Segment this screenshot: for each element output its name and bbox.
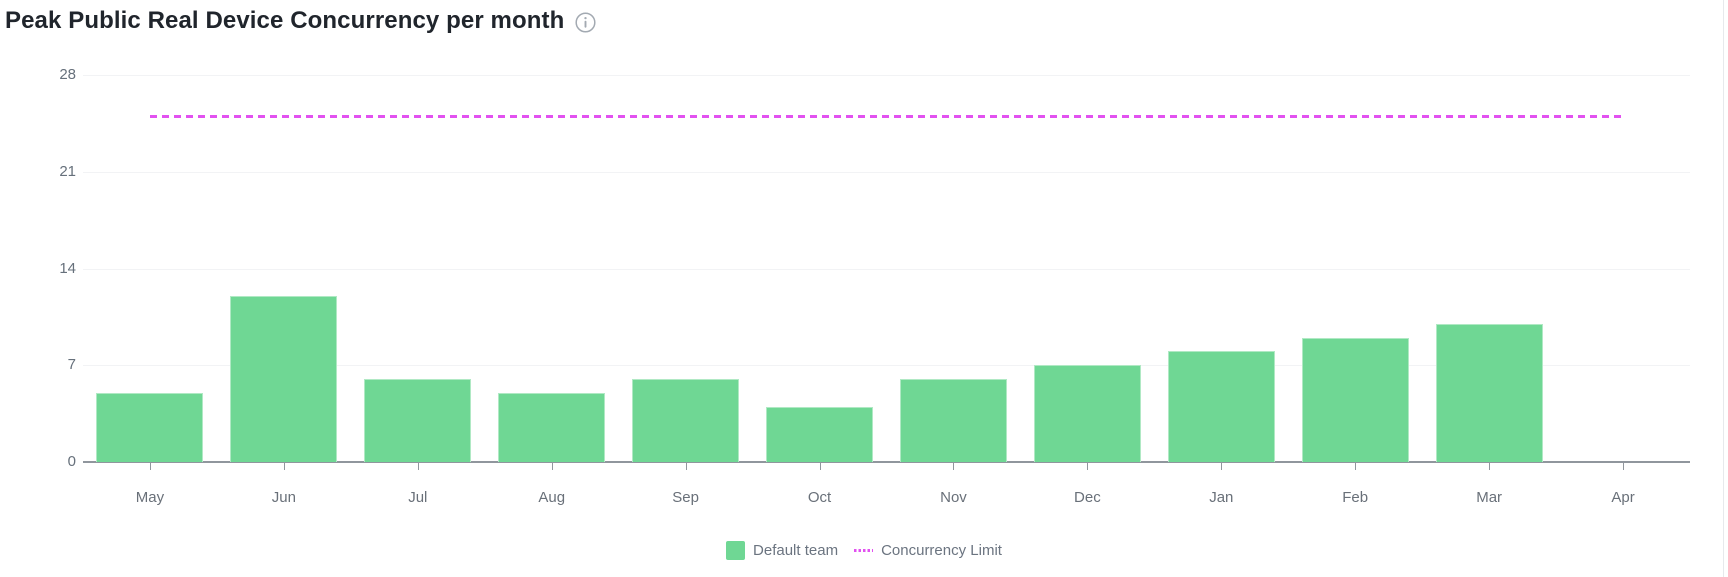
x-axis-label-may: May [135, 489, 165, 506]
x-axis-tick-oct [819, 463, 821, 470]
bar-dec[interactable] [1033, 365, 1141, 462]
y-axis-label-0: 0 [67, 453, 76, 470]
chart-legend: Default team Concurrency Limit [0, 541, 1728, 560]
default-team-swatch-icon [726, 541, 746, 560]
x-axis-tick-sep [685, 463, 687, 470]
x-axis-label-nov: Nov [940, 489, 967, 506]
bar-oct[interactable] [766, 406, 874, 462]
bar-aug[interactable] [498, 392, 606, 462]
y-axis-label-21: 21 [59, 162, 76, 180]
x-axis-label-jun: Jun [271, 489, 296, 506]
x-axis-tick-jun [283, 463, 285, 470]
x-axis-label-sep: Sep [672, 489, 699, 506]
bar-nov[interactable] [899, 379, 1007, 462]
x-axis-tick-jul [417, 463, 419, 470]
y-axis-label-28: 28 [59, 66, 76, 83]
page-title: Peak Public Real Device Concurrency per … [5, 7, 565, 34]
concurrency-limit-line [149, 114, 1624, 118]
gridline-y-28 [83, 75, 1690, 76]
x-axis-tick-nov [953, 463, 955, 470]
x-axis-label-dec: Dec [1074, 489, 1101, 506]
legend-item-default-team[interactable]: Default team [726, 541, 838, 560]
x-axis-tick-aug [551, 463, 553, 470]
x-axis-tick-mar [1489, 463, 1491, 470]
bar-may[interactable] [96, 392, 204, 462]
x-axis-label-aug: Aug [538, 489, 566, 506]
x-axis-tick-apr [1623, 463, 1625, 470]
x-axis-label-oct: Oct [807, 489, 832, 506]
y-axis-label-7: 7 [67, 356, 76, 374]
legend-label-default-team: Default team [753, 542, 839, 559]
bar-jul[interactable] [364, 379, 472, 462]
x-axis-label-jan: Jan [1209, 489, 1234, 506]
bar-jun[interactable] [230, 296, 338, 462]
x-axis-label-feb: Feb [1342, 489, 1369, 506]
gridline-y-14 [83, 268, 1690, 270]
info-icon[interactable] [575, 11, 596, 33]
legend-label-concurrency-limit: Concurrency Limit [881, 542, 1002, 559]
gridline-y-7 [83, 365, 1690, 367]
concurrency-bar-chart: May Jun Jul Aug Sep Oct Nov Dec Jan Feb Mar Apr 0 7 1… [59, 66, 1690, 506]
x-axis-tick-feb [1355, 463, 1357, 470]
bar-jan[interactable] [1167, 351, 1275, 462]
x-axis-label-apr: Apr [1611, 489, 1635, 506]
x-axis-tick-dec [1087, 463, 1089, 470]
bar-sep[interactable] [632, 379, 740, 462]
plot-area: May Jun Jul Aug Sep Oct Nov Dec Jan Feb Mar Apr [83, 75, 1690, 506]
x-axis-tick-may [149, 463, 151, 470]
concurrency-limit-swatch-icon [854, 549, 874, 552]
x-axis-label-jul: Jul [408, 489, 428, 506]
legend-item-concurrency-limit[interactable]: Concurrency Limit [854, 542, 1002, 559]
gridline-y-21 [83, 171, 1690, 173]
x-axis-label-mar: Mar [1476, 489, 1503, 506]
bar-feb[interactable] [1301, 337, 1409, 462]
bar-mar[interactable] [1435, 323, 1543, 462]
panel-right-border [1723, 0, 1724, 577]
x-axis-line [83, 461, 1690, 463]
y-axis-label-14: 14 [59, 259, 76, 277]
chart-header: Peak Public Real Device Concurrency per … [5, 6, 596, 36]
x-axis-tick-jan [1221, 463, 1223, 470]
